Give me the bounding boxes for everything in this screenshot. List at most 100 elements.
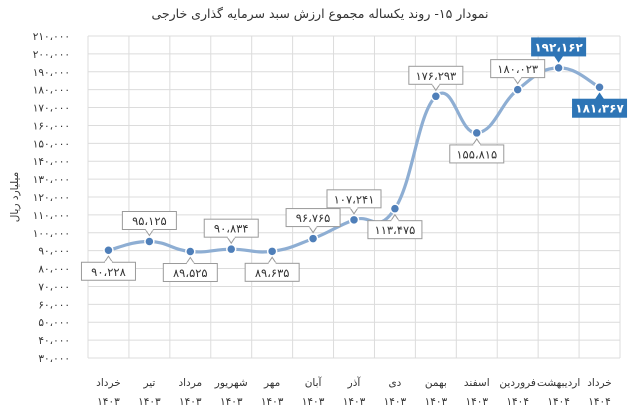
- data-point: [103, 245, 114, 256]
- data-label-pointer: [308, 226, 318, 234]
- data-label-joint: [391, 219, 399, 222]
- data-label: ۱۹۲،۱۶۲: [534, 40, 583, 54]
- x-tick-label-year: ۱۴۰۴: [506, 396, 529, 408]
- data-label-joint: [186, 262, 194, 265]
- y-tick-label: ۳۰،۰۰۰: [38, 353, 70, 365]
- y-tick-label: ۱۶۰،۰۰۰: [33, 120, 70, 132]
- x-tick-label-year: ۱۴۰۳: [261, 396, 284, 408]
- data-label: ۹۶،۷۶۵: [296, 211, 331, 225]
- y-tick-label: ۹۰،۰۰۰: [38, 246, 70, 258]
- x-tick-label-year: ۱۴۰۳: [425, 396, 448, 408]
- y-tick-label: ۲۰۰،۰۰۰: [33, 49, 70, 61]
- data-point: [307, 233, 319, 244]
- data-label-joint: [309, 225, 317, 228]
- data-label: ۱۸۱،۳۶۷: [575, 102, 624, 116]
- y-tick-label: ۲۱۰،۰۰۰: [33, 31, 70, 43]
- data-label: ۱۵۵،۸۱۵: [456, 147, 497, 161]
- x-tick-label-month: بهمن: [425, 377, 447, 389]
- data-label: ۱۸۰،۰۲۳: [497, 62, 538, 76]
- y-tick-label: ۶۰،۰۰۰: [38, 299, 70, 311]
- data-point: [512, 84, 523, 95]
- data-label-pointer: [267, 256, 277, 264]
- data-label-joint: [227, 236, 235, 239]
- y-tick-label: ۱۵۰،۰۰۰: [33, 138, 70, 150]
- data-label-joint: [473, 143, 481, 146]
- x-tick-label-year: ۱۴۰۳: [179, 396, 202, 408]
- x-tick-label-year: ۱۴۰۳: [138, 396, 161, 408]
- x-tick-label-month: مرداد: [178, 377, 202, 389]
- x-tick-label-year: ۱۴۰۳: [465, 396, 488, 408]
- data-label-pointer: [513, 77, 523, 85]
- data-point: [185, 246, 196, 257]
- y-tick-label: ۱۳۰،۰۰۰: [33, 174, 70, 186]
- data-point: [430, 91, 442, 102]
- x-tick-label-month: خرداد: [96, 377, 121, 389]
- y-tick-label: ۱۴۰،۰۰۰: [33, 156, 70, 168]
- x-tick-label-year: ۱۴۰۳: [343, 396, 366, 408]
- y-tick-label: ۷۰،۰۰۰: [38, 281, 70, 293]
- x-tick-label-month: آذر: [347, 376, 362, 389]
- data-label-joint: [432, 83, 440, 86]
- y-tick-label: ۱۱۰،۰۰۰: [33, 210, 70, 222]
- x-tick-label-month: اسفند: [464, 377, 490, 389]
- data-point: [225, 243, 237, 255]
- x-tick-label-year: ۱۴۰۳: [97, 396, 120, 408]
- x-tick-label-month: دی: [388, 377, 401, 389]
- data-label: ۱۷۶،۲۹۳: [415, 69, 456, 83]
- data-label-pointer: [185, 256, 195, 264]
- x-tick-label-year: ۱۴۰۴: [588, 396, 611, 408]
- y-tick-label: ۴۰،۰۰۰: [38, 335, 70, 347]
- data-label-joint: [350, 206, 358, 209]
- data-label-pointer: [472, 138, 482, 146]
- y-tick-label: ۱۸۰،۰۰۰: [33, 85, 70, 97]
- data-label-joint: [555, 54, 563, 57]
- y-tick-label: ۱۲۰،۰۰۰: [33, 192, 70, 204]
- x-tick-label-month: آبان: [305, 376, 323, 389]
- x-tick-label-month: خرداد: [587, 377, 612, 389]
- data-label-pointer: [104, 255, 113, 263]
- data-point: [144, 236, 155, 247]
- x-tick-label-month: تیر: [142, 377, 155, 389]
- data-point: [594, 81, 605, 93]
- data-label: ۸۹،۶۳۵: [255, 266, 290, 280]
- data-label-pointer: [349, 207, 359, 215]
- data-label-pointer: [554, 55, 564, 63]
- data-label-joint: [268, 262, 276, 265]
- data-point: [348, 214, 360, 226]
- x-tick-label-month: اردیبهشت: [537, 377, 580, 389]
- chart-title: نمودار ۱۵- روند یکساله مجموع ارزش سبد سر…: [151, 6, 489, 21]
- x-tick-label-month: فروردین: [499, 377, 536, 389]
- x-tick-label-month: شهریور: [214, 377, 248, 389]
- data-label-joint: [145, 228, 153, 231]
- data-label-joint: [514, 76, 522, 79]
- data-point: [266, 246, 278, 257]
- data-label-joint: [596, 98, 604, 101]
- data-label: ۸۹،۵۲۵: [173, 266, 208, 280]
- data-label: ۱۰۷،۲۴۱: [334, 192, 375, 206]
- data-label-joint: [104, 261, 112, 264]
- data-label-pointer: [144, 229, 154, 237]
- x-tick-label-year: ۱۴۰۴: [547, 396, 570, 408]
- y-tick-label: ۸۰،۰۰۰: [38, 264, 70, 276]
- data-label: ۹۰،۲۲۸: [91, 265, 126, 279]
- data-point: [553, 62, 564, 74]
- data-label: ۹۵،۱۲۵: [132, 214, 167, 228]
- x-tick-label-month: مهر: [263, 377, 280, 389]
- x-tick-label-year: ۱۴۰۳: [384, 396, 407, 408]
- y-tick-label: ۱۷۰،۰۰۰: [33, 103, 70, 115]
- data-label-pointer: [226, 236, 236, 245]
- x-tick-label-year: ۱۴۰۳: [220, 396, 243, 408]
- data-point: [389, 203, 401, 214]
- data-label-pointer: [390, 213, 400, 221]
- data-label-pointer: [595, 92, 604, 100]
- y-axis-label: میلیارد ریال: [9, 172, 21, 223]
- data-label: ۱۱۳،۴۷۵: [375, 223, 416, 237]
- data-point: [471, 127, 483, 139]
- y-tick-label: ۵۰،۰۰۰: [38, 317, 70, 329]
- data-label-pointer: [431, 84, 441, 92]
- y-tick-label: ۱۰۰،۰۰۰: [33, 228, 70, 240]
- y-tick-label: ۱۹۰،۰۰۰: [33, 67, 70, 79]
- data-label: ۹۰،۸۳۴: [214, 222, 249, 236]
